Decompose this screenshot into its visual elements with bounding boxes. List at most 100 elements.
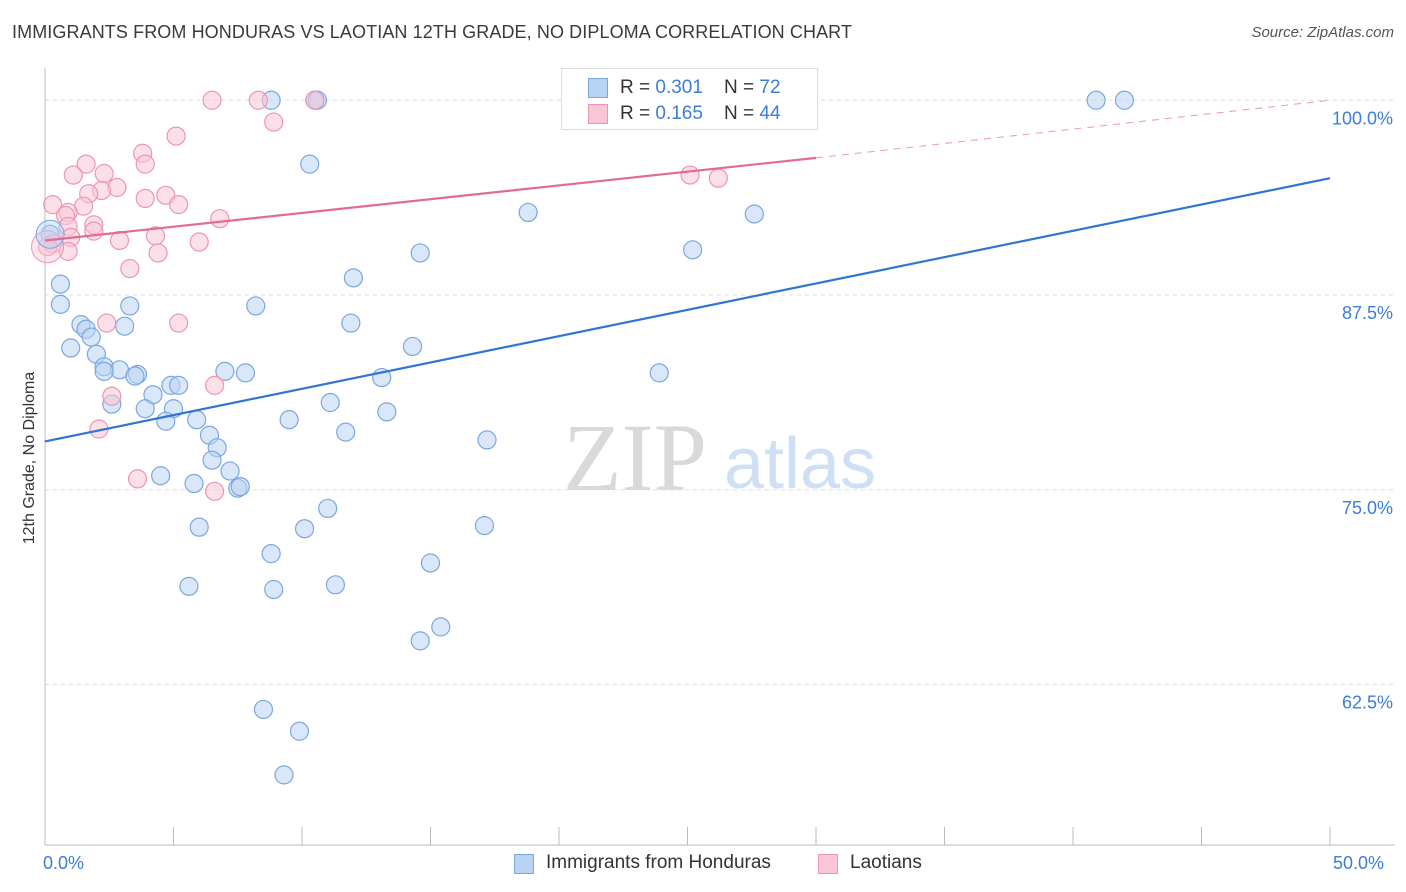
honduras-point	[410, 243, 430, 263]
honduras-point	[402, 336, 423, 357]
honduras-point	[300, 154, 320, 174]
honduras-point	[235, 363, 256, 383]
honduras-point	[294, 519, 315, 539]
laotian-point	[63, 165, 83, 185]
honduras-point	[274, 765, 294, 785]
laotian-point	[156, 185, 176, 205]
honduras-point	[120, 296, 140, 316]
legend-label-laotians: Laotians	[850, 852, 922, 873]
honduras-point	[683, 240, 703, 260]
chart-title: IMMIGRANTS FROM HONDURAS VS LAOTIAN 12TH…	[12, 22, 853, 42]
honduras-point	[261, 544, 281, 564]
honduras-point	[115, 316, 135, 336]
r-label: R =	[620, 77, 656, 98]
laotian-point	[169, 195, 189, 215]
laotian-trend-line	[44, 156, 817, 242]
honduras-point	[431, 617, 451, 637]
honduras-point	[215, 361, 235, 381]
trend-layer	[44, 99, 1331, 443]
honduras-point	[420, 553, 441, 573]
laotian-point	[708, 168, 728, 188]
honduras-point	[289, 721, 310, 741]
y-tick-label: 100.0%	[1332, 108, 1393, 128]
laotian-point	[205, 375, 225, 395]
laotian-point	[97, 313, 117, 333]
laotian-point	[148, 243, 168, 263]
laotian-point	[680, 165, 700, 185]
laotian-point	[135, 188, 155, 209]
y-tick-labels: 100.0% 87.5% 75.0% 62.5%	[1332, 108, 1393, 712]
honduras-point	[230, 477, 250, 497]
honduras-point	[410, 631, 430, 651]
honduras-point	[50, 274, 71, 294]
honduras-point	[377, 402, 397, 422]
laotian-point	[102, 386, 122, 406]
honduras-point	[474, 516, 495, 536]
legend-label-honduras: Immigrants from Honduras	[546, 852, 771, 873]
honduras-point	[169, 375, 189, 395]
honduras-point	[61, 338, 81, 358]
laotian-trend-extension	[815, 99, 1331, 159]
r-value: 0.301	[655, 77, 703, 98]
honduras-point	[343, 268, 363, 288]
r-value: 0.165	[655, 103, 703, 124]
watermark-zip: ZIP	[563, 404, 707, 511]
honduras-point	[35, 219, 65, 249]
honduras-point	[320, 392, 340, 413]
honduras-point	[151, 466, 171, 486]
honduras-point	[189, 517, 209, 537]
grid-layer	[45, 99, 1395, 686]
honduras-point	[518, 202, 538, 223]
watermark-atlas: atlas	[724, 424, 876, 504]
laotian-point	[202, 90, 222, 110]
y-tick-label: 87.5%	[1342, 303, 1393, 323]
laotian-point	[166, 126, 186, 146]
n-label: N =	[724, 103, 760, 124]
y-axis-label: 12th Grade, No Diploma	[21, 371, 38, 545]
honduras-point	[94, 361, 114, 381]
legend-swatch-pink	[588, 104, 608, 124]
honduras-point	[253, 699, 274, 720]
n-label: N =	[724, 77, 760, 98]
x-tick-label-min: 0.0%	[43, 853, 85, 873]
honduras-point	[279, 410, 299, 430]
laotian-point	[169, 313, 189, 333]
honduras-point	[81, 327, 101, 347]
laotian-point	[210, 209, 230, 229]
laotian-point	[305, 90, 325, 110]
n-value: 72	[759, 77, 781, 98]
stats-legend: R = 0.301 N = 72 R = 0.165 N = 44	[561, 68, 818, 130]
y-tick-label: 75.0%	[1342, 498, 1393, 518]
legend-swatch-pink	[818, 854, 838, 874]
honduras-point	[1086, 90, 1106, 110]
laotian-point	[205, 481, 225, 501]
laotian-point	[120, 258, 140, 279]
honduras-point	[744, 204, 764, 224]
honduras-point	[649, 363, 669, 383]
honduras-point	[50, 294, 71, 314]
n-value: 44	[759, 103, 781, 124]
axes-layer	[44, 68, 1395, 846]
honduras-point	[1114, 90, 1135, 110]
laotian-point	[189, 232, 209, 252]
honduras-point	[202, 450, 222, 470]
laotian-point	[76, 154, 96, 174]
watermark: ZIP atlas	[563, 404, 876, 511]
honduras-point	[125, 366, 145, 386]
honduras-point	[264, 579, 284, 600]
honduras-point	[477, 430, 497, 450]
laotian-point	[43, 195, 63, 215]
honduras-point	[341, 313, 361, 333]
honduras-point	[246, 296, 266, 316]
honduras-point	[220, 461, 240, 481]
source-label: Source: ZipAtlas.com	[1251, 24, 1394, 41]
honduras-point	[187, 410, 207, 430]
laotian-point	[107, 177, 127, 198]
honduras-point	[318, 498, 338, 519]
honduras-point	[325, 575, 346, 595]
honduras-point	[179, 576, 199, 596]
honduras-point	[336, 422, 356, 442]
legend-swatch-blue	[514, 854, 534, 874]
legend-swatch-blue	[588, 78, 608, 98]
